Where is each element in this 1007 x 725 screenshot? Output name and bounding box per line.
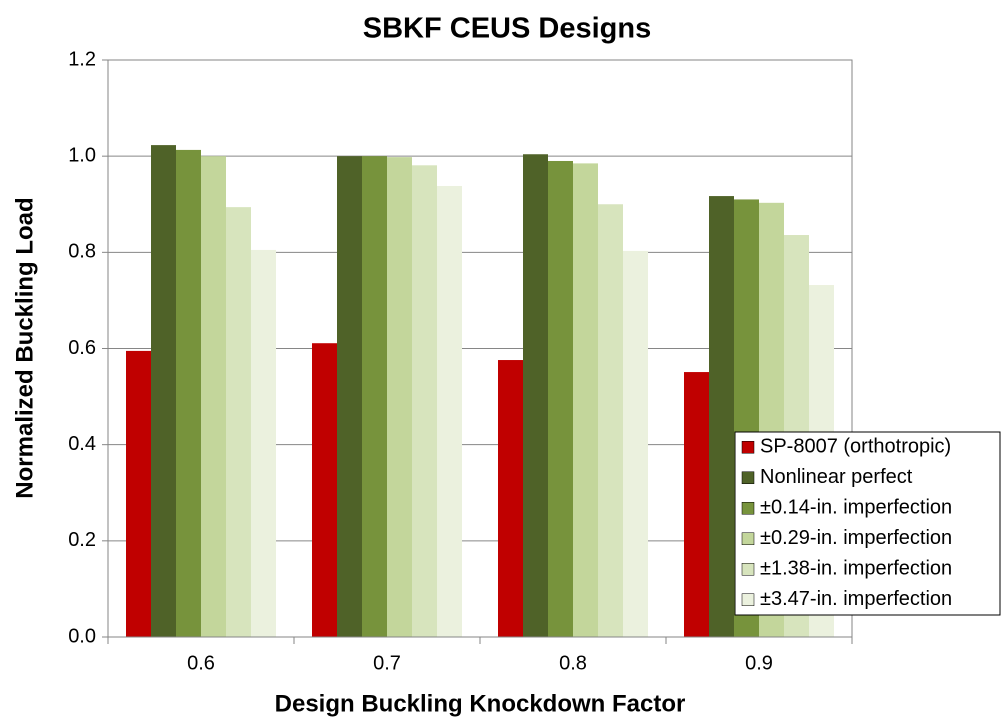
legend-label: SP-8007 (orthotropic) <box>760 436 951 458</box>
bar <box>598 204 623 637</box>
x-axis-label: Design Buckling Knockdown Factor <box>275 690 686 717</box>
legend-label: ±0.14-in. imperfection <box>760 497 952 519</box>
bar <box>709 196 734 637</box>
bar <box>312 343 337 637</box>
x-tick-label: 0.8 <box>559 652 587 674</box>
y-tick-label: 0.2 <box>68 529 96 551</box>
bar <box>684 372 709 637</box>
bar <box>176 149 201 637</box>
bar <box>201 156 226 637</box>
bar <box>226 207 251 637</box>
legend-swatch <box>741 471 755 484</box>
y-tick-label: 0.8 <box>68 241 96 263</box>
legend-label: Nonlinear perfect <box>760 466 913 488</box>
x-tick-label: 0.6 <box>187 652 215 674</box>
legend-label: ±1.38-in. imperfection <box>760 558 952 580</box>
y-tick-label: 1.2 <box>68 48 96 70</box>
bar <box>387 157 412 637</box>
legend-swatch <box>741 502 755 515</box>
bar <box>548 160 573 637</box>
y-tick-label: 0.4 <box>68 433 96 455</box>
bar <box>412 165 437 638</box>
bar <box>437 185 462 637</box>
x-tick-label: 0.9 <box>745 652 773 674</box>
legend-box <box>734 431 1001 616</box>
y-tick-label: 1.0 <box>68 144 96 166</box>
bar <box>573 163 598 638</box>
legend-swatch <box>741 563 755 576</box>
bar <box>362 156 387 637</box>
bar <box>523 154 548 637</box>
legend-swatch <box>741 441 755 454</box>
bar <box>337 156 362 637</box>
chart-title: SBKF CEUS Designs <box>363 13 651 45</box>
legend-swatch <box>741 532 755 545</box>
bar <box>126 350 151 637</box>
x-tick-label: 0.7 <box>373 652 401 674</box>
y-tick-label: 0.6 <box>68 337 96 359</box>
bar <box>623 250 648 637</box>
legend-label: ±3.47-in. imperfection <box>760 588 952 610</box>
legend-swatch <box>741 593 755 606</box>
bar <box>251 249 276 637</box>
bar <box>498 360 523 637</box>
bar <box>151 145 176 638</box>
y-axis-label: Normalized Buckling Load <box>11 197 38 498</box>
y-tick-label: 0.0 <box>68 625 96 647</box>
legend-label: ±0.29-in. imperfection <box>760 527 952 549</box>
